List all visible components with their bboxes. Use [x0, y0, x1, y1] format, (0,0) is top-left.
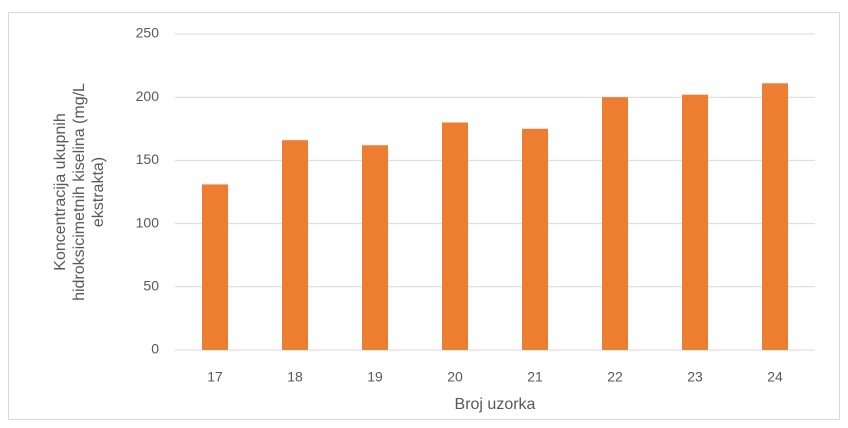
y-tick-label: 100 — [136, 214, 160, 230]
chart-frame — [8, 12, 840, 420]
x-tick-label: 19 — [367, 369, 383, 385]
x-tick-label: 24 — [767, 369, 783, 385]
y-axis-label: Koncentracija ukupnih hidroksicimetnih ki… — [52, 83, 107, 301]
bar — [282, 140, 308, 350]
y-tick-label: 150 — [136, 151, 160, 167]
x-tick-label: 18 — [287, 369, 303, 385]
bar — [522, 128, 548, 350]
bar — [362, 145, 388, 350]
x-tick-label: 17 — [207, 369, 223, 385]
y-axis-label-line: ekstrakta) — [90, 157, 107, 227]
bar — [442, 122, 468, 350]
y-axis-label-line: Koncentracija ukupnih — [52, 113, 69, 270]
x-tick-label: 21 — [527, 369, 543, 385]
x-tick-label: 20 — [447, 369, 463, 385]
x-tick-label: 22 — [607, 369, 623, 385]
y-axis-label-line: hidroksicimetnih kiselina (mg/L — [71, 83, 88, 301]
x-tick-label: 23 — [687, 369, 703, 385]
y-tick-label: 50 — [143, 278, 159, 294]
y-tick-label: 200 — [136, 88, 160, 104]
bar — [762, 83, 788, 351]
bar — [602, 97, 628, 350]
bar — [202, 184, 228, 350]
y-tick-label: 250 — [136, 25, 160, 41]
x-axis-label: Broj uzorka — [455, 396, 536, 413]
y-tick-label: 0 — [151, 341, 159, 357]
bar — [682, 94, 708, 350]
